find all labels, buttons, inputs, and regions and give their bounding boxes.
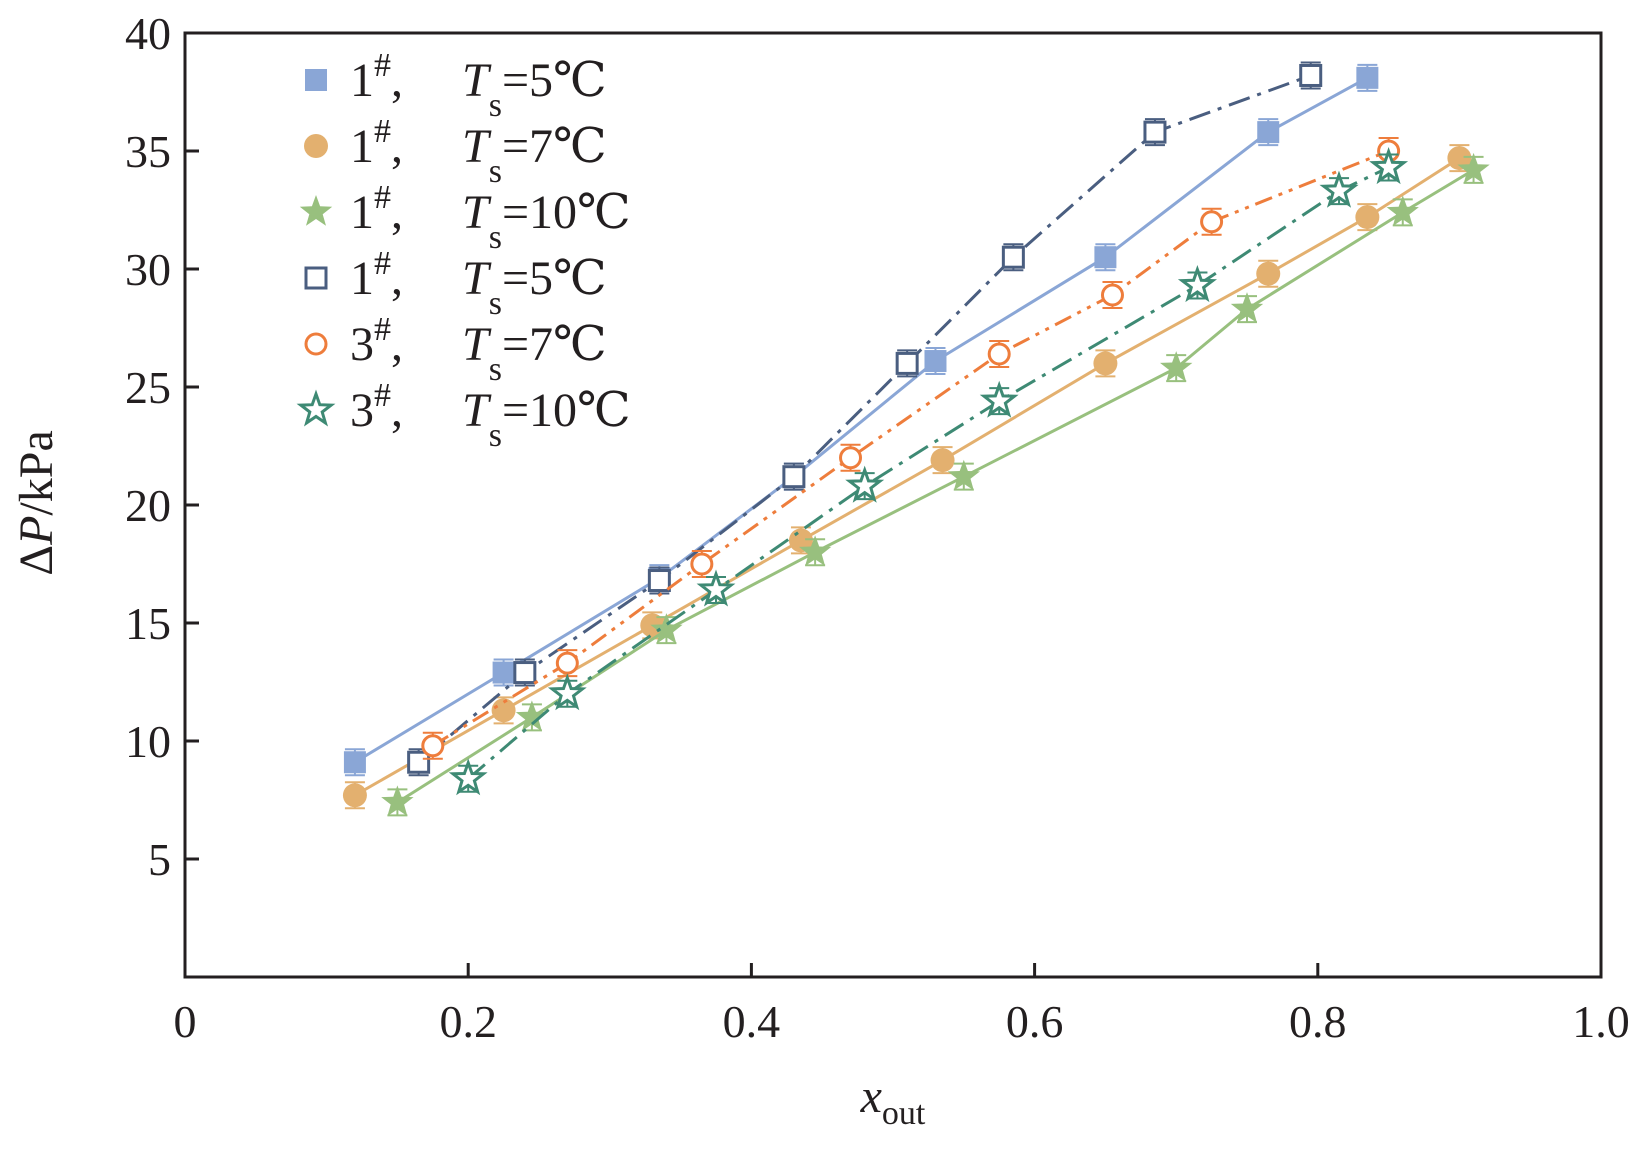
- y-tick-label: 40: [125, 8, 171, 59]
- data-point: [839, 446, 863, 470]
- legend-label: 3#, Ts=7℃: [350, 311, 607, 388]
- legend-item-1: 1#, Ts=7℃: [304, 113, 607, 190]
- data-point: [421, 734, 445, 758]
- data-point: [491, 698, 516, 723]
- legend-marker: [304, 134, 328, 158]
- legend-label: 1#, Ts=7℃: [350, 113, 607, 190]
- legend-marker: [304, 266, 328, 290]
- data-point: [1369, 146, 1409, 185]
- legend-item-4: 3#, Ts=7℃: [304, 311, 607, 388]
- data-point: [895, 351, 919, 375]
- y-tick-label: 20: [125, 480, 171, 531]
- data-point: [1256, 261, 1281, 286]
- y-tick-label: 25: [125, 362, 171, 413]
- x-axis: 0 0.2 0.4 0.6 0.8 1.0: [174, 963, 1630, 1047]
- y-tick-label: 5: [148, 834, 171, 885]
- data-point: [1299, 63, 1323, 87]
- series-line: [417, 74, 1312, 764]
- data-point: [343, 751, 366, 774]
- series-line: [432, 149, 1390, 747]
- data-point: [979, 380, 1019, 418]
- data-point: [547, 673, 587, 711]
- data-point: [1319, 170, 1359, 208]
- data-point: [513, 661, 537, 685]
- series-5: [448, 146, 1409, 796]
- data-point: [1356, 66, 1379, 89]
- data-point: [1457, 152, 1490, 184]
- y-tick-label: 10: [125, 716, 171, 767]
- data-point: [1355, 205, 1380, 230]
- y-axis: 5 10 15 20 25 30 35 40: [125, 8, 199, 885]
- y-axis-title: ΔP/kPa: [10, 430, 63, 576]
- x-axis-title: xout: [860, 1070, 926, 1132]
- series-line: [467, 166, 1390, 780]
- x-tick-label: 0.6: [1006, 996, 1064, 1047]
- x-tick-label: 0.2: [439, 996, 497, 1047]
- legend-item-2: 1#, Ts=10℃: [299, 179, 631, 256]
- data-point: [650, 613, 683, 644]
- series-line: [354, 76, 1369, 764]
- data-point: [1230, 292, 1264, 323]
- data-point: [947, 459, 980, 491]
- legend-item-5: 3#, Ts=10℃: [296, 377, 631, 454]
- x-tick-label: 0.8: [1289, 996, 1347, 1047]
- data-point: [448, 758, 488, 796]
- data-point: [407, 750, 431, 774]
- data-point: [342, 783, 367, 808]
- data-point: [782, 465, 806, 489]
- y-tick-label: 35: [125, 126, 171, 177]
- legend-item-0: 1#, Ts=5℃: [305, 47, 607, 124]
- legend-label: 1#, Ts=5℃: [350, 245, 607, 322]
- data-point: [515, 700, 549, 732]
- legend-item-3: 1#, Ts=5℃: [304, 245, 607, 322]
- data-point: [1257, 121, 1280, 144]
- data-point: [1143, 120, 1167, 144]
- legend-marker: [304, 332, 328, 356]
- legend-label: 3#, Ts=10℃: [350, 377, 631, 454]
- data-point: [1200, 210, 1224, 234]
- data-point: [555, 651, 579, 675]
- legend-marker: [305, 69, 327, 91]
- data-point: [690, 552, 714, 576]
- data-point: [1094, 246, 1117, 269]
- y-tick-label: 15: [125, 598, 171, 649]
- data-point: [1160, 351, 1193, 382]
- series-layer: [342, 61, 1490, 817]
- data-point: [1386, 195, 1419, 227]
- data-point: [987, 342, 1011, 366]
- legend-marker: [296, 389, 336, 427]
- x-tick-label: 1.0: [1572, 996, 1630, 1047]
- data-point: [930, 448, 955, 473]
- x-tick-label: 0.4: [723, 996, 781, 1047]
- legend: 1#, Ts=5℃1#, Ts=7℃1#, Ts=10℃1#, Ts=5℃3#, Ts=7…: [296, 47, 631, 454]
- data-point: [1001, 245, 1025, 269]
- data-point: [1093, 351, 1118, 376]
- data-point: [381, 785, 414, 817]
- series-3: [407, 61, 1323, 777]
- series-4: [421, 137, 1401, 760]
- legend-marker: [299, 195, 333, 226]
- series-1: [342, 144, 1472, 810]
- data-point: [924, 350, 947, 373]
- data-point: [1177, 265, 1218, 303]
- legend-label: 1#, Ts=10℃: [350, 179, 631, 256]
- data-point: [647, 569, 671, 593]
- y-tick-label: 30: [125, 244, 171, 295]
- data-point: [845, 465, 885, 503]
- data-point: [1447, 146, 1472, 171]
- x-tick-label: 0: [174, 996, 197, 1047]
- legend-label: 1#, Ts=5℃: [350, 47, 607, 124]
- data-point: [1100, 283, 1124, 307]
- data-point: [799, 535, 832, 566]
- data-point: [492, 661, 515, 684]
- data-point: [696, 569, 736, 607]
